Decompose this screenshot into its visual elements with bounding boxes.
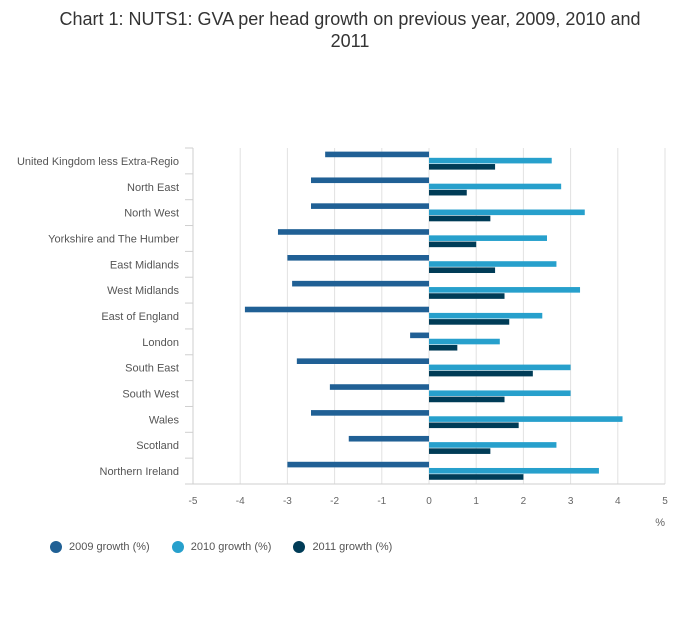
x-tick-label: -5 <box>189 496 198 507</box>
bar <box>296 358 429 364</box>
category-label: Scotland <box>136 440 179 452</box>
legend-item: 2010 growth (%) <box>171 541 272 553</box>
bar <box>429 344 458 351</box>
bar <box>429 235 547 241</box>
category-label: Wales <box>149 414 180 426</box>
x-tick-label: 2 <box>521 496 527 507</box>
bar <box>429 164 496 170</box>
bar <box>429 364 571 371</box>
x-axis-label: % <box>655 517 665 529</box>
bar <box>429 241 477 248</box>
legend: 2009 growth (%) 2010 growth (%) 2011 growt… <box>50 541 392 553</box>
bar <box>429 442 557 448</box>
bar <box>429 267 496 274</box>
bar <box>429 319 510 325</box>
legend-label: 2010 growth (%) <box>190 541 272 553</box>
bar <box>329 384 429 390</box>
bar <box>429 448 491 454</box>
legend-swatch <box>50 541 62 553</box>
bar <box>429 215 491 222</box>
x-tick-label: -3 <box>283 496 292 507</box>
legend-swatch <box>171 541 184 553</box>
bar <box>244 306 429 313</box>
category-label: London <box>142 337 179 349</box>
category-label: South East <box>125 363 179 375</box>
category-label: West Midlands <box>107 285 179 297</box>
bar <box>429 209 585 216</box>
bar <box>287 461 429 468</box>
category-label: North West <box>124 208 179 220</box>
x-tick-label: 3 <box>568 496 574 507</box>
chart-title: Chart 1: NUTS1: GVA per head growth on p… <box>59 9 641 51</box>
x-tick-label: 0 <box>426 496 432 507</box>
bar <box>311 177 429 184</box>
x-tick-label: 1 <box>473 496 479 507</box>
category-label: Northern Ireland <box>100 466 180 478</box>
category-label: South West <box>122 389 179 401</box>
bar <box>429 338 500 345</box>
bar <box>429 261 557 267</box>
bar <box>429 312 543 319</box>
bar <box>311 203 429 209</box>
bar <box>348 435 429 442</box>
x-tick-label: 5 <box>662 496 668 507</box>
bar <box>429 287 581 293</box>
category-label: North East <box>127 182 179 194</box>
bar <box>311 410 429 416</box>
bar <box>429 396 505 403</box>
bar <box>429 370 533 377</box>
bar <box>429 189 467 196</box>
category-label: United Kingdom less Extra-Regio <box>17 156 179 168</box>
bar <box>410 332 429 339</box>
x-tick-label: -2 <box>330 496 339 507</box>
bar <box>292 280 429 287</box>
bar <box>287 255 429 261</box>
x-tick-label: 4 <box>615 496 621 507</box>
bar <box>429 183 562 190</box>
bar <box>429 157 552 164</box>
legend-label: 2011 growth (%) <box>312 541 393 553</box>
category-label: Yorkshire and The Humber <box>48 233 179 245</box>
bar <box>429 422 519 429</box>
legend-item: 2011 growth (%) <box>293 541 392 553</box>
x-tick-label: -4 <box>236 496 245 507</box>
bar <box>429 474 524 480</box>
category-label: East of England <box>101 311 179 323</box>
bar <box>429 416 623 422</box>
legend-swatch <box>293 541 306 553</box>
category-label: East Midlands <box>110 259 180 271</box>
bar <box>325 151 429 158</box>
bar <box>429 467 599 474</box>
legend-item: 2009 growth (%) <box>50 541 150 553</box>
bar <box>429 390 571 397</box>
bar <box>429 293 505 299</box>
legend-label: 2009 growth (%) <box>69 541 150 553</box>
bar <box>277 229 429 235</box>
x-tick-label: -1 <box>377 496 386 507</box>
